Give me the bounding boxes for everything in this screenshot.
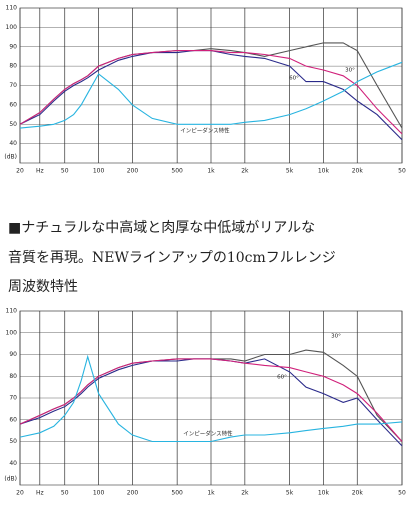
x-tick-label: 20k [352, 490, 364, 497]
section-heading: 周波数特性 [8, 279, 78, 295]
x-tick-label: 500 [171, 490, 183, 497]
y-tick-label: 40 [9, 460, 17, 467]
x-tick-label: 10k [318, 168, 330, 175]
y-tick-label: 90 [9, 351, 17, 358]
annotation: 30° [331, 334, 341, 340]
x-tick-label: 200 [127, 168, 139, 175]
annotation: 60° [289, 76, 299, 82]
series-line [19, 358, 403, 447]
x-tick-label: 50 [61, 168, 69, 175]
y-tick-label: 40 [9, 140, 17, 147]
annotation: 60° [277, 375, 287, 381]
series-line [19, 358, 403, 442]
y-tick-label: 60 [9, 101, 17, 108]
x-tick-label: 50 [398, 490, 406, 497]
y-tick-label: 50 [9, 121, 17, 128]
x-tick-label: 50 [398, 168, 406, 175]
paragraph-line: 音質を再現。NEWラインアップの10cmフルレンジ [8, 249, 336, 266]
x-tick-label: 100 [93, 490, 105, 497]
x-tick-label: 50 [61, 490, 69, 497]
series-line [19, 61, 403, 129]
x-tick-label: 1k [207, 490, 215, 497]
y-tick-label: 100 [6, 24, 18, 31]
y-tick-label: 110 [6, 5, 18, 12]
x-tick-label: 2k [241, 168, 249, 175]
x-tick-label: 1k [207, 168, 215, 175]
y-tick-label: 90 [9, 43, 17, 50]
x-tick-label: Hz [36, 490, 44, 497]
x-tick-label: 5k [286, 490, 294, 497]
x-tick-label: 2k [241, 490, 249, 497]
series-line [19, 354, 403, 443]
x-tick-label: 200 [127, 490, 139, 497]
y-tick-label: 110 [6, 308, 18, 315]
series-line [19, 50, 403, 141]
y-tick-label: 80 [9, 373, 17, 380]
series-line [19, 50, 403, 135]
y-tick-label: 60 [9, 416, 17, 423]
y-tick-label: 100 [6, 329, 18, 336]
annotation: インピーダンス特性 [183, 430, 233, 438]
x-tick-label: Hz [36, 168, 44, 175]
x-tick-label: 20k [352, 168, 364, 175]
y-axis-label: (dB) [4, 476, 17, 483]
x-tick-label: 20 [16, 168, 24, 175]
x-tick-label: 100 [93, 168, 105, 175]
annotation: 30° [345, 68, 355, 74]
y-tick-label: 50 [9, 438, 17, 445]
paragraph-line: ■ナチュラルな中高域と肉厚な中低域がリアルな [8, 219, 315, 236]
y-tick-label: 70 [9, 395, 17, 402]
x-tick-label: 10k [318, 490, 330, 497]
x-tick-label: 500 [171, 168, 183, 175]
y-axis-label: (dB) [4, 154, 17, 161]
annotation: インピーダンス特性 [180, 127, 230, 135]
y-tick-label: 70 [9, 82, 17, 89]
x-tick-label: 20 [16, 490, 24, 497]
y-tick-label: 80 [9, 63, 17, 70]
x-tick-label: 5k [286, 168, 294, 175]
